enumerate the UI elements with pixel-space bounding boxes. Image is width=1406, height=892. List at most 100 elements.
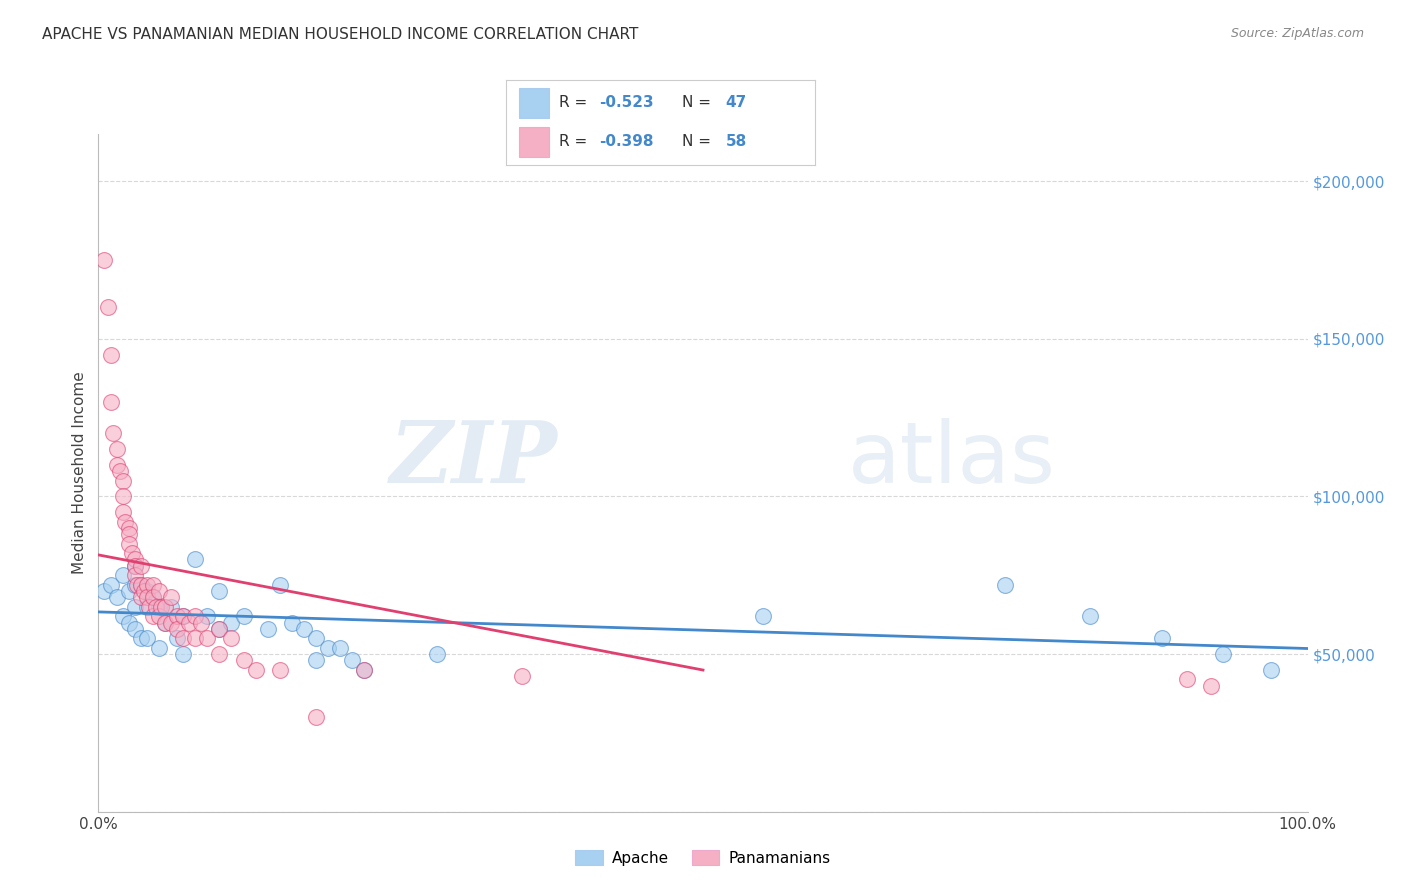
Point bbox=[135, 584, 157, 599]
Point bbox=[93, 584, 115, 599]
Point bbox=[124, 552, 146, 566]
Point bbox=[111, 490, 134, 504]
Point bbox=[135, 577, 157, 591]
Point bbox=[118, 527, 141, 541]
Point bbox=[93, 252, 115, 267]
Point bbox=[135, 599, 157, 614]
Point bbox=[329, 640, 352, 655]
Point bbox=[221, 632, 243, 646]
Point bbox=[184, 632, 207, 646]
Point bbox=[184, 552, 207, 566]
Point bbox=[353, 663, 375, 677]
Point bbox=[1199, 679, 1222, 693]
Point bbox=[269, 577, 291, 591]
Point bbox=[150, 599, 173, 614]
Point bbox=[184, 609, 207, 624]
Point bbox=[111, 505, 134, 519]
Point bbox=[142, 591, 165, 605]
Point bbox=[166, 622, 188, 636]
Point bbox=[97, 300, 120, 314]
Point bbox=[111, 568, 134, 582]
Point bbox=[148, 584, 170, 599]
Point bbox=[124, 599, 146, 614]
Point bbox=[142, 591, 165, 605]
Point bbox=[100, 347, 122, 361]
Text: ZIP: ZIP bbox=[389, 417, 558, 501]
Point bbox=[426, 647, 449, 661]
Point bbox=[269, 663, 291, 677]
Point bbox=[172, 609, 194, 624]
Point bbox=[118, 537, 141, 551]
Point bbox=[124, 558, 146, 573]
Text: 58: 58 bbox=[725, 134, 747, 149]
Point bbox=[129, 632, 152, 646]
Point bbox=[124, 577, 146, 591]
Point bbox=[195, 609, 218, 624]
Point bbox=[153, 599, 176, 614]
Point bbox=[281, 615, 304, 630]
Point bbox=[148, 640, 170, 655]
Point bbox=[305, 653, 328, 667]
Point bbox=[124, 622, 146, 636]
Point bbox=[118, 584, 141, 599]
Point bbox=[190, 615, 212, 630]
Point bbox=[127, 577, 149, 591]
Point bbox=[305, 710, 328, 724]
Text: 47: 47 bbox=[725, 95, 747, 110]
Text: -0.523: -0.523 bbox=[599, 95, 654, 110]
Point bbox=[135, 591, 157, 605]
Point bbox=[221, 615, 243, 630]
Point bbox=[142, 609, 165, 624]
Point bbox=[172, 609, 194, 624]
Point bbox=[752, 609, 775, 624]
FancyBboxPatch shape bbox=[519, 127, 550, 157]
Legend: Apache, Panamanians: Apache, Panamanians bbox=[569, 844, 837, 871]
Text: -0.398: -0.398 bbox=[599, 134, 654, 149]
Point bbox=[108, 464, 131, 478]
Point bbox=[105, 591, 128, 605]
Point bbox=[160, 615, 183, 630]
Y-axis label: Median Household Income: Median Household Income bbox=[72, 371, 87, 574]
Text: R =: R = bbox=[558, 134, 592, 149]
Point bbox=[145, 599, 167, 614]
Point bbox=[510, 669, 533, 683]
Text: R =: R = bbox=[558, 95, 592, 110]
Text: atlas: atlas bbox=[848, 417, 1056, 500]
Point bbox=[124, 558, 146, 573]
Point bbox=[111, 609, 134, 624]
Point bbox=[134, 584, 156, 599]
Point bbox=[118, 521, 141, 535]
Text: N =: N = bbox=[682, 95, 716, 110]
Point bbox=[316, 640, 339, 655]
Point bbox=[1260, 663, 1282, 677]
Point bbox=[232, 609, 254, 624]
Point bbox=[166, 609, 188, 624]
Text: Source: ZipAtlas.com: Source: ZipAtlas.com bbox=[1230, 27, 1364, 40]
Point bbox=[1152, 632, 1174, 646]
Text: APACHE VS PANAMANIAN MEDIAN HOUSEHOLD INCOME CORRELATION CHART: APACHE VS PANAMANIAN MEDIAN HOUSEHOLD IN… bbox=[42, 27, 638, 42]
Point bbox=[208, 622, 231, 636]
Point bbox=[129, 577, 152, 591]
Point bbox=[148, 599, 170, 614]
Point bbox=[100, 577, 122, 591]
Point bbox=[166, 632, 188, 646]
Point bbox=[118, 615, 141, 630]
Point bbox=[124, 568, 146, 582]
Point bbox=[305, 632, 328, 646]
Point bbox=[208, 622, 231, 636]
Point bbox=[138, 599, 160, 614]
Point bbox=[105, 442, 128, 456]
Point bbox=[1078, 609, 1101, 624]
Point bbox=[153, 615, 176, 630]
Point bbox=[142, 577, 165, 591]
FancyBboxPatch shape bbox=[519, 88, 550, 118]
Point bbox=[148, 609, 170, 624]
Point bbox=[114, 515, 136, 529]
Point bbox=[292, 622, 315, 636]
Point bbox=[129, 591, 152, 605]
Point bbox=[101, 426, 124, 441]
Point bbox=[994, 577, 1017, 591]
Point bbox=[342, 653, 364, 667]
Point bbox=[160, 591, 183, 605]
Point bbox=[153, 615, 176, 630]
